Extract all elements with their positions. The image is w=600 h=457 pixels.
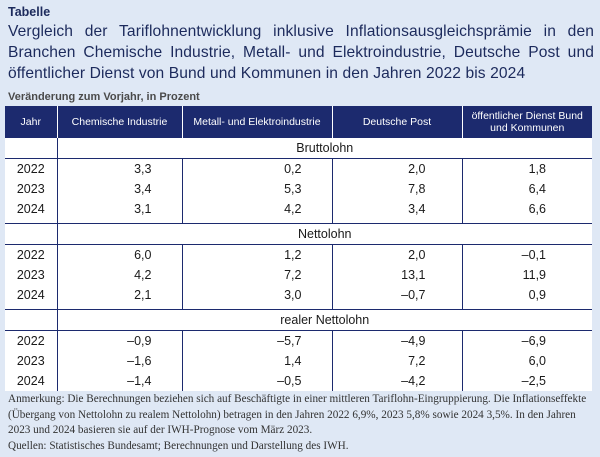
value-cell: 1,2 <box>182 244 333 265</box>
value-cell: 3,4 <box>57 179 183 199</box>
year-cell: 2022 <box>5 244 58 265</box>
table-row: 2023 3,4 5,3 7,8 6,4 <box>5 179 592 199</box>
value-cell: 4,2 <box>57 265 183 285</box>
value-cell: 7,2 <box>182 265 333 285</box>
value-cell: 6,0 <box>528 354 546 368</box>
table-row: 2022 –0,9 –5,7 –4,9 –6,9 <box>5 330 592 351</box>
value-cell: 3,0 <box>182 285 333 305</box>
table-row: 2024 –1,4 –0,5 –4,2 –2,5 <box>5 371 592 391</box>
year-cell: 2024 <box>5 285 58 305</box>
section-header-blank <box>5 137 58 159</box>
value-cell: 3,1 <box>57 199 183 219</box>
value-cell: –4,9 <box>332 330 463 351</box>
table-row: 2023 4,2 7,2 13,1 11,9 <box>5 265 592 285</box>
value-cell: 6,6 <box>528 202 546 216</box>
figure-title: Vergleich der Tariflohnentwicklung inklu… <box>8 23 594 82</box>
table-row: 2023 –1,6 1,4 7,2 6,0 <box>5 351 592 371</box>
value-cell: 1,4 <box>182 351 333 371</box>
year-cell: 2023 <box>5 265 58 285</box>
value-cell: 0,9 <box>528 288 546 302</box>
table-header-row: Jahr Chemische Industrie Metall- und Ele… <box>5 106 592 138</box>
year-cell: 2022 <box>5 330 58 351</box>
section-label: Bruttolohn <box>57 137 592 159</box>
value-cell: –0,7 <box>332 285 463 305</box>
column-header-public-service: öffentlicher Dienst Bund und Kommunen <box>462 106 592 138</box>
footnotes: Anmerkung: Die Berechnungen beziehen sic… <box>8 392 593 454</box>
value-cell: –0,9 <box>57 330 183 351</box>
value-cell: –0,1 <box>521 248 546 262</box>
section-label: Nettolohn <box>57 223 592 245</box>
section-header-row: Nettolohn <box>5 223 592 245</box>
table-body: Bruttolohn 2022 3,3 0,2 2,0 1,8 2023 3,4 5,3 7,8 6… <box>5 137 592 391</box>
section-header-row: Bruttolohn <box>5 137 592 159</box>
value-cell: –4,2 <box>332 371 463 391</box>
column-header-metal: Metall- und Elektroindustrie <box>182 106 333 138</box>
value-cell: 3,3 <box>57 158 183 179</box>
section-header-blank <box>5 309 58 331</box>
year-cell: 2023 <box>5 351 58 371</box>
value-cell: 7,8 <box>332 179 463 199</box>
section-header-row: realer Nettolohn <box>5 309 592 331</box>
table-row: 2024 3,1 4,2 3,4 6,6 <box>5 199 592 219</box>
value-cell: 4,2 <box>182 199 333 219</box>
value-cell: –5,7 <box>182 330 333 351</box>
value-cell: 2,1 <box>57 285 183 305</box>
column-header-post: Deutsche Post <box>332 106 463 138</box>
year-cell: 2024 <box>5 371 58 391</box>
annotation-text: Anmerkung: Die Berechnungen beziehen sic… <box>8 393 587 436</box>
value-cell: 6,0 <box>57 244 183 265</box>
year-cell: 2024 <box>5 199 58 219</box>
value-cell: 2,0 <box>332 244 463 265</box>
value-cell: –6,9 <box>521 334 546 348</box>
value-cell: 1,8 <box>528 162 546 176</box>
section-spacer <box>5 305 592 310</box>
value-cell: 0,2 <box>182 158 333 179</box>
year-cell: 2022 <box>5 158 58 179</box>
column-header-chemical: Chemische Industrie <box>57 106 183 138</box>
value-cell: 5,3 <box>182 179 333 199</box>
table-row: 2022 3,3 0,2 2,0 1,8 <box>5 158 592 179</box>
table-row: 2022 6,0 1,2 2,0 –0,1 <box>5 244 592 265</box>
figure-subtitle: Veränderung zum Vorjahr, in Prozent <box>8 91 200 103</box>
column-header-year: Jahr <box>5 106 58 138</box>
figure-label: Tabelle <box>8 5 51 19</box>
value-cell: –1,6 <box>57 351 183 371</box>
value-cell: 6,4 <box>528 182 546 196</box>
value-cell: 13,1 <box>332 265 463 285</box>
section-header-blank <box>5 223 58 245</box>
section-label: realer Nettolohn <box>57 309 592 331</box>
data-table: Jahr Chemische Industrie Metall- und Ele… <box>5 106 592 391</box>
section-spacer <box>5 219 592 224</box>
value-cell: 7,2 <box>332 351 463 371</box>
value-cell: –1,4 <box>57 371 183 391</box>
value-cell: 11,9 <box>522 268 546 282</box>
table-row: 2024 2,1 3,0 –0,7 0,9 <box>5 285 592 305</box>
value-cell: 2,0 <box>332 158 463 179</box>
sources-text: Quellen: Statistisches Bundesamt; Berech… <box>8 439 349 452</box>
value-cell: 3,4 <box>332 199 463 219</box>
year-cell: 2023 <box>5 179 58 199</box>
value-cell: –0,5 <box>182 371 333 391</box>
value-cell: –2,5 <box>521 374 546 388</box>
